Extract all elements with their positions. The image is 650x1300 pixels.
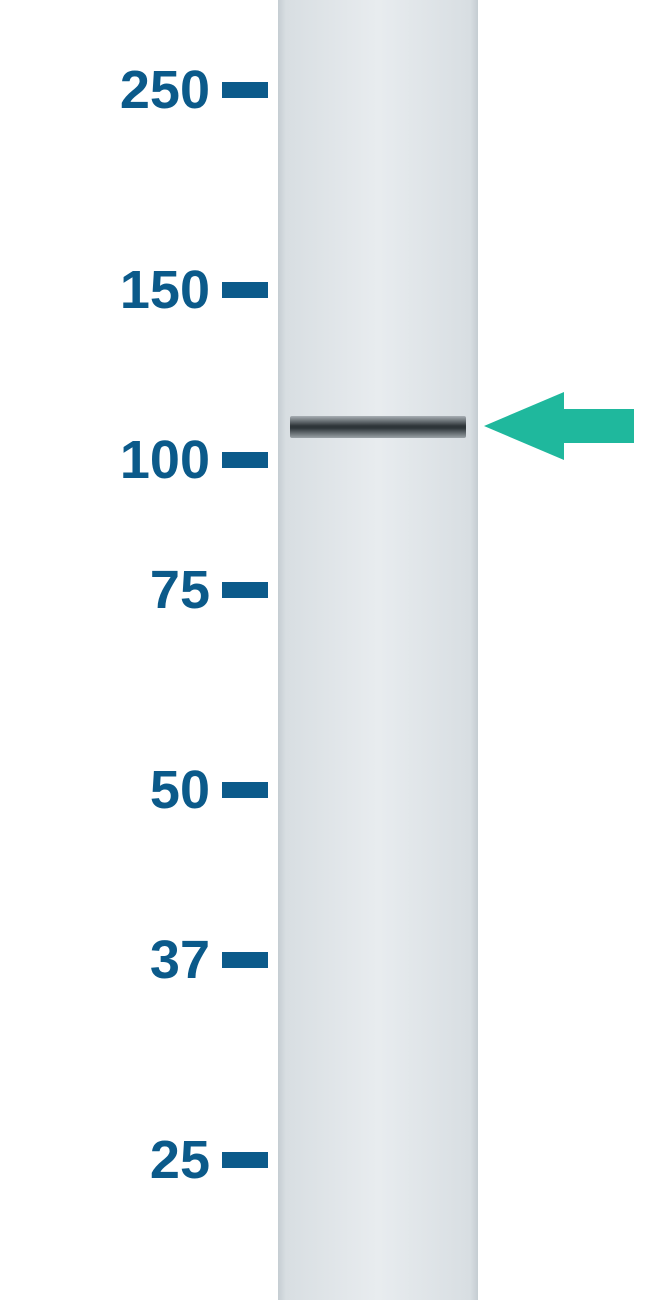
mw-marker-label: 75 — [0, 563, 210, 617]
mw-marker-tick — [222, 82, 268, 98]
mw-marker-tick — [222, 582, 268, 598]
protein-band — [290, 416, 466, 438]
mw-marker-label: 100 — [0, 433, 210, 487]
mw-marker-label: 50 — [0, 763, 210, 817]
mw-marker-tick — [222, 282, 268, 298]
mw-marker-label: 25 — [0, 1133, 210, 1187]
mw-marker-tick — [222, 1152, 268, 1168]
mw-marker-label: 37 — [0, 933, 210, 987]
arrow-head-icon — [484, 392, 564, 460]
mw-marker-label: 250 — [0, 63, 210, 117]
western-blot-figure: 250 150 100 75 50 37 25 — [0, 0, 650, 1300]
gel-lane — [278, 0, 478, 1300]
mw-marker-tick — [222, 782, 268, 798]
mw-marker-tick — [222, 452, 268, 468]
arrow-shaft — [564, 409, 634, 443]
mw-marker-label: 150 — [0, 263, 210, 317]
mw-marker-tick — [222, 952, 268, 968]
